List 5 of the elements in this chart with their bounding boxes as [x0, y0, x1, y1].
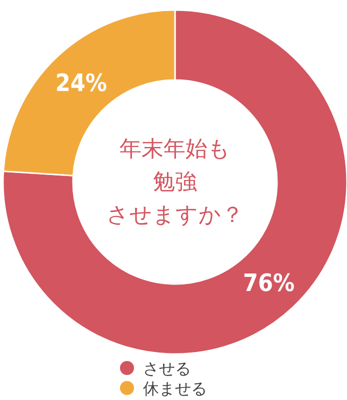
data-label: 24% — [55, 69, 108, 98]
data-label: 76% — [242, 268, 295, 297]
legend-label: させる — [143, 359, 191, 378]
legend-label: 休ませる — [143, 379, 207, 398]
text: 年末年始も勉強させますか？ — [106, 136, 244, 230]
